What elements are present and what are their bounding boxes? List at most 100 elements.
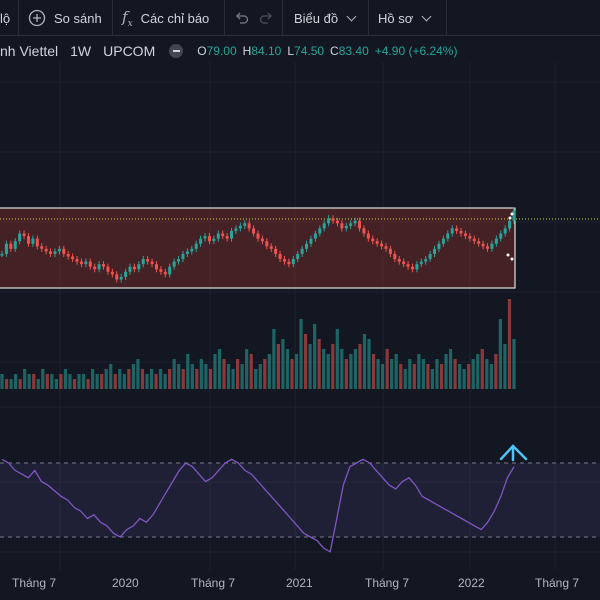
volume-bar	[113, 374, 117, 389]
candle	[305, 243, 309, 249]
volume-bar	[471, 359, 475, 389]
range-rectangle-drawing[interactable]	[0, 207, 516, 289]
collapse-legend-icon[interactable]	[169, 44, 184, 58]
volume-bar	[100, 374, 104, 389]
chart-type-dropdown[interactable]: Biểu đồ	[294, 0, 357, 36]
candle	[44, 248, 48, 252]
volume-bar	[458, 364, 462, 389]
candle	[154, 264, 158, 270]
candle	[177, 259, 181, 262]
candle	[388, 248, 392, 254]
symbol-name[interactable]: nh Viettel	[0, 43, 59, 59]
volume-bar	[421, 359, 425, 389]
candle	[468, 236, 472, 239]
open-value: 79.00	[206, 44, 237, 58]
candle	[490, 243, 494, 249]
volume-bar	[54, 379, 58, 389]
undo-button[interactable]	[234, 0, 250, 36]
volume-bar	[344, 359, 348, 389]
time-axis-tick: 2022	[458, 576, 485, 590]
rsi-pane	[0, 458, 600, 553]
candle	[406, 264, 410, 267]
time-axis-tick: 2020	[112, 576, 139, 590]
candle	[362, 228, 366, 234]
candle	[159, 269, 163, 272]
volume-bar	[145, 374, 149, 389]
volume-bar	[77, 374, 81, 389]
symbol-legend: nh Viettel 1W UPCOM O79.00 H84.10 L74.50…	[0, 40, 457, 62]
volume-bar	[91, 369, 95, 389]
volume-bar	[236, 359, 240, 389]
indicators-label: Các chỉ báo	[140, 10, 210, 26]
candle	[291, 259, 295, 265]
redo-button[interactable]	[258, 0, 274, 36]
resize-handles[interactable]	[506, 212, 514, 261]
candle	[207, 236, 211, 242]
profile-dropdown[interactable]: Hồ sơ	[378, 0, 432, 36]
candle	[450, 228, 454, 234]
volume-bar	[190, 364, 194, 389]
volume-bar	[149, 369, 154, 389]
candle	[269, 246, 273, 249]
candle	[309, 238, 313, 244]
volume-bar	[122, 374, 126, 389]
candle	[477, 241, 481, 244]
change-value: +4.90 (+6.24%)	[374, 44, 458, 58]
volume-bar	[249, 354, 253, 389]
candle	[274, 248, 278, 254]
volume-bar	[399, 364, 403, 389]
time-axis: Tháng 7 2020 Tháng 7 2021 Tháng 7 2022 Tháng 7	[0, 570, 600, 600]
candle	[238, 225, 242, 229]
candle	[344, 225, 348, 229]
candle	[137, 264, 141, 270]
time-axis-tick: Tháng 7	[12, 576, 57, 590]
volume-bar	[72, 379, 77, 389]
volume-bar	[448, 349, 453, 389]
volume-bar	[317, 339, 321, 389]
volume-bar	[217, 349, 222, 389]
candle	[287, 261, 291, 265]
volume-bar	[335, 329, 339, 389]
candle	[340, 223, 344, 229]
symbol-interval[interactable]: 1W	[70, 43, 92, 59]
symbol-exchange: UPCOM	[103, 43, 156, 59]
volume-bar	[208, 369, 213, 389]
volume-bar	[322, 349, 326, 389]
candle	[278, 253, 282, 260]
volume-bar	[59, 374, 63, 389]
chart-canvas[interactable]	[0, 62, 600, 570]
arrow-up-icon[interactable]	[499, 444, 528, 462]
volume-bar	[512, 339, 516, 389]
toolbar-partial-label[interactable]: lộ	[0, 0, 10, 36]
candle	[455, 228, 459, 231]
candle	[512, 210, 516, 221]
volume-bar	[9, 379, 13, 389]
volume-bar	[18, 379, 22, 389]
candle	[194, 243, 198, 249]
candle	[375, 241, 379, 244]
volume-bar	[371, 354, 376, 389]
toolbar-divider	[18, 0, 19, 36]
price-series	[0, 207, 516, 283]
candle	[424, 259, 428, 262]
time-axis-tick: Tháng 7	[191, 576, 236, 590]
plus-circle-icon	[28, 9, 46, 27]
volume-bar	[394, 354, 398, 389]
toolbar-divider	[368, 0, 369, 36]
volume-bar	[186, 354, 190, 389]
candle	[57, 248, 61, 252]
volume-bar	[245, 349, 249, 389]
toolbar-divider	[112, 0, 113, 36]
candle	[393, 253, 397, 260]
candle	[0, 253, 4, 256]
candle	[296, 253, 300, 260]
indicators-button[interactable]: fx Các chỉ báo	[122, 0, 209, 36]
volume-bar	[45, 374, 49, 389]
candle	[53, 251, 57, 254]
volume-bar	[86, 379, 90, 389]
candle	[150, 261, 154, 265]
toolbar-divider	[446, 0, 447, 36]
compare-button[interactable]: So sánh	[28, 0, 102, 36]
top-toolbar: lộ So sánh fx Các chỉ báo Biểu đồ Hồ sơ	[0, 0, 600, 36]
candle	[322, 223, 326, 229]
